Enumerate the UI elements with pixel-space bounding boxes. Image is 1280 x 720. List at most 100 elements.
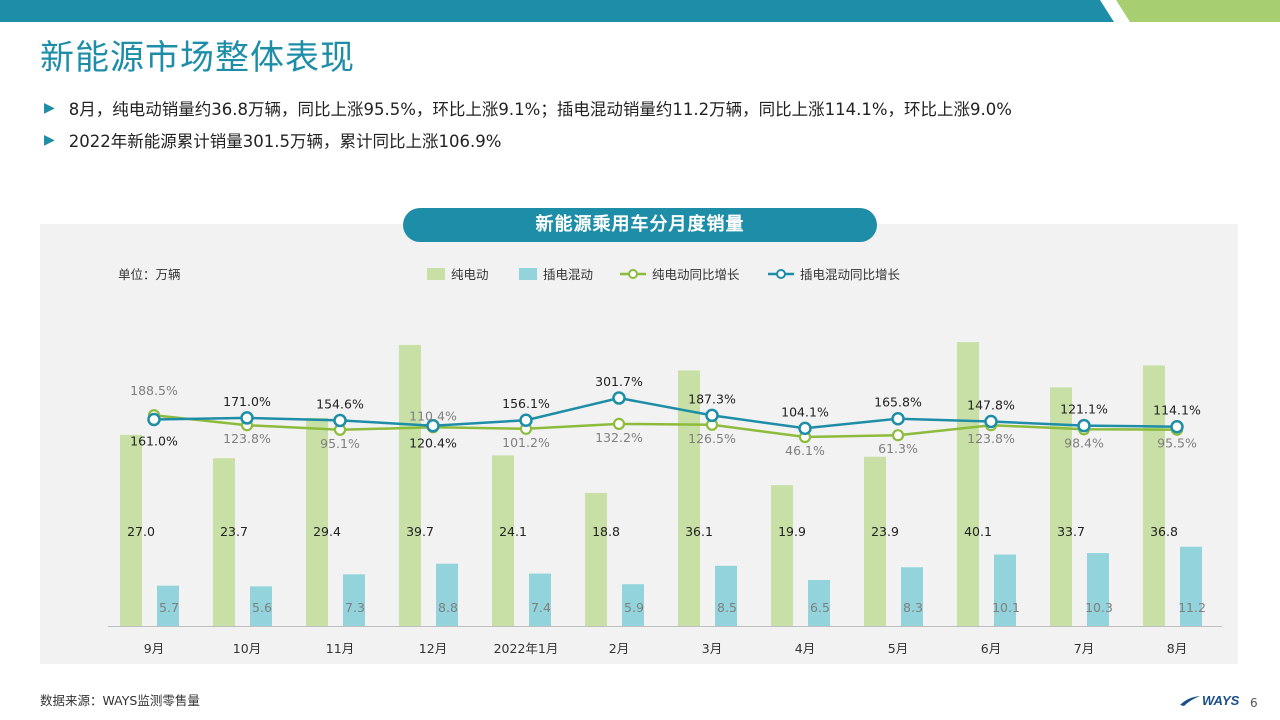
ev-growth-line [153,413,1178,439]
x-tick-label: 10月 [233,641,261,656]
x-tick-label: 3月 [702,641,722,656]
ev-growth-label: 110.4% [409,408,457,423]
phev-bar [436,563,458,626]
phev-bar-value-label: 6.5 [810,600,830,615]
x-tick-label: 2月 [609,641,629,656]
phev-growth-marker [147,412,161,427]
ev-growth-marker [891,429,905,442]
phev-growth-label: 187.3% [688,391,736,406]
phev-bar [250,586,272,626]
phev-growth-marker [798,421,812,436]
ev-growth-label: 98.4% [1064,435,1104,450]
phev-growth-label: 104.1% [781,404,829,419]
summary-bullet: ▶ 8月，纯电动销量约36.8万辆，同比上涨95.5%，环比上涨9.1%；插电混… [44,94,1012,122]
ev-bar [1050,387,1072,626]
x-tick-label: 11月 [326,641,354,656]
phev-bar-value-label: 11.2 [1178,600,1206,615]
phev-bar-value-label: 10.3 [1085,600,1113,615]
x-tick-label: 9月 [144,641,164,656]
phev-growth-marker [426,418,440,433]
phev-growth-label: 120.4% [409,436,457,451]
phev-growth-label: 301.7% [595,374,643,389]
ev-bar-value-label: 27.0 [127,524,155,539]
phev-bar [1087,553,1109,626]
ev-bar [492,455,514,626]
ev-bar-value-label: 36.8 [1150,524,1178,539]
ev-bar [678,370,700,626]
legend-label: 纯电动同比增长 [652,267,740,282]
ev-bar-value-label: 23.7 [220,524,248,539]
x-tick-label: 2022年1月 [494,641,559,656]
x-tick-label: 4月 [795,641,815,656]
x-tick-label: 7月 [1074,641,1094,656]
phev-growth-label: 171.0% [223,394,271,409]
top-banner-green [1116,0,1280,22]
ev-growth-label: 101.2% [502,435,550,450]
phev-growth-label: 165.8% [874,395,922,410]
x-tick-label: 6月 [981,641,1001,656]
ev-growth-marker [612,417,626,430]
phev-growth-label: 156.1% [502,396,550,411]
unit-label: 单位：万辆 [118,267,181,282]
ev-growth-label: 61.3% [878,441,918,456]
ways-logo: WAYS [1180,693,1239,708]
legend-swatch [427,268,445,280]
ev-bar-value-label: 24.1 [499,524,527,539]
ev-bar-value-label: 39.7 [406,524,434,539]
ev-bar [585,492,607,626]
ev-bar-value-label: 33.7 [1057,524,1085,539]
ev-bar-value-label: 19.9 [778,524,806,539]
phev-bar [157,585,179,626]
summary-bullet-text: 2022年新能源累计销量301.5万辆，累计同比上涨106.9% [68,132,502,151]
legend-marker [628,269,638,279]
x-tick-label: 5月 [888,641,908,656]
ev-bar [399,344,421,626]
phev-bar [1180,546,1202,626]
legend-label: 插电混动 [543,267,593,282]
summary-bullets: ▶ 8月，纯电动销量约36.8万辆，同比上涨95.5%，环比上涨9.1%；插电混… [44,94,1012,158]
ev-bar [771,485,793,626]
ev-bar-value-label: 36.1 [685,524,713,539]
ev-bar [864,456,886,626]
phev-growth-marker [984,414,998,429]
phev-bar-value-label: 8.3 [903,600,923,615]
triangle-bullet-icon: ▶ [44,132,55,148]
phev-bar-value-label: 5.7 [159,600,179,615]
phev-growth-marker [1170,419,1184,434]
legend-marker [776,269,786,279]
phev-growth-label: 121.1% [1060,402,1108,417]
phev-bar [994,554,1016,626]
phev-growth-label: 114.1% [1153,403,1201,418]
legend-label: 插电混动同比增长 [800,267,901,282]
ev-growth-label: 123.8% [967,431,1015,446]
phev-bar [808,579,830,626]
x-tick-label: 8月 [1167,641,1187,656]
ev-bar-value-label: 18.8 [592,524,620,539]
phev-bar-value-label: 5.6 [252,600,272,615]
ev-bar-value-label: 29.4 [313,524,341,539]
phev-growth-marker [519,413,533,427]
ways-swoosh-icon [1180,695,1200,706]
phev-growth-marker [240,411,254,425]
ev-growth-label: 132.2% [595,430,643,445]
ev-growth-label: 126.5% [688,431,736,446]
ev-bar [120,434,142,626]
phev-growth-marker [612,391,626,405]
phev-bar-value-label: 8.5 [717,600,737,615]
phev-growth-marker [333,413,347,428]
ev-growth-label: 95.5% [1157,436,1197,451]
phev-growth-marker [1077,418,1091,433]
phev-growth-line [153,396,1178,430]
phev-bar-value-label: 5.9 [624,600,644,615]
ev-growth-label: 123.8% [223,431,271,446]
phev-bar-value-label: 7.3 [345,600,365,615]
phev-growth-marker [705,408,719,423]
legend-label: 纯电动 [451,267,489,282]
phev-bar-value-label: 7.4 [531,600,551,615]
top-banner-blue [0,0,1114,22]
summary-bullet-text: 8月，纯电动销量约36.8万辆，同比上涨95.5%，环比上涨9.1%；插电混动销… [68,100,1012,119]
ev-growth-label: 46.1% [785,443,825,458]
phev-bar [343,574,365,626]
ev-bar-value-label: 23.9 [871,524,899,539]
ev-bar-value-label: 40.1 [964,524,992,539]
